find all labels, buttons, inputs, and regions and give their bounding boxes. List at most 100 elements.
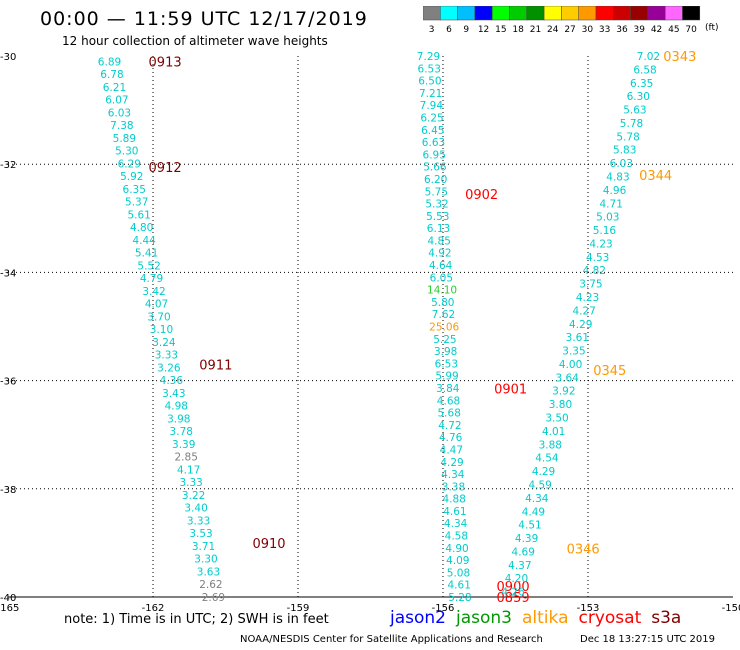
wave-height-value: 3.53 <box>189 528 212 540</box>
page-title: 00:00 — 11:59 UTC 12/17/2019 <box>40 8 368 30</box>
wave-height-value: 14.10 <box>427 285 457 297</box>
wave-height-value: 4.01 <box>542 426 565 438</box>
wave-height-value: 3.42 <box>142 286 165 298</box>
wave-height-value: 4.51 <box>518 520 541 532</box>
colorbar-label: 33 <box>599 25 610 35</box>
pass-time-label: 0345 <box>593 364 626 379</box>
latitude-label: -34 <box>0 268 16 279</box>
wave-height-value: 7.02 <box>637 51 660 63</box>
wave-height-value: 3.40 <box>184 503 207 515</box>
wave-height-value: 25.06 <box>429 322 459 334</box>
pass-time-label: 0901 <box>494 383 527 398</box>
wave-height-value: 2.69 <box>202 592 225 604</box>
wave-height-value: 6.50 <box>418 76 441 88</box>
legend-item-cryosat: cryosat <box>578 608 642 628</box>
colorbar-label: 9 <box>463 25 469 35</box>
wave-height-value: 4.23 <box>589 238 612 250</box>
wave-height-value: 4.83 <box>606 172 629 184</box>
wave-height-value: 3.98 <box>167 413 190 425</box>
wave-height-value: 5.66 <box>423 162 447 174</box>
wave-height-value: 4.88 <box>443 494 466 506</box>
wave-height-value: 4.69 <box>512 546 535 558</box>
wave-height-value: 4.53 <box>586 252 609 264</box>
wave-height-value: 4.71 <box>600 198 623 210</box>
wave-height-value: 4.54 <box>535 453 559 465</box>
wave-height-value: 5.41 <box>135 248 158 260</box>
colorbar-label: 30 <box>582 25 594 35</box>
wave-height-value: 4.61 <box>443 506 466 518</box>
wave-height-value: 5.92 <box>120 171 143 183</box>
wave-height-value: 3.39 <box>172 439 195 451</box>
colorbar-label: 21 <box>530 25 541 35</box>
wave-height-value: 4.64 <box>429 260 453 272</box>
wave-height-value: 4.34 <box>441 469 465 481</box>
wave-height-value: 3.26 <box>157 362 181 374</box>
wave-height-value: 6.07 <box>105 95 128 107</box>
wave-height-value: 3.10 <box>150 324 173 336</box>
colorbar-label: 3 <box>429 25 435 35</box>
latitude-label: -38 <box>0 485 16 496</box>
wave-height-value: 5.63 <box>623 105 646 117</box>
wave-height-value: 3.43 <box>162 388 185 400</box>
wave-height-value: 3.88 <box>539 439 562 451</box>
wave-height-value: 6.45 <box>421 125 444 137</box>
wave-height-value: 4.37 <box>508 560 531 572</box>
wave-height-value: 5.61 <box>127 209 150 221</box>
wave-height-value: 6.03 <box>610 158 633 170</box>
wave-height-value: 4.07 <box>145 299 168 311</box>
wave-height-value: 7.21 <box>419 88 442 100</box>
wave-height-value: 3.30 <box>194 554 217 566</box>
pass-time-label: 0343 <box>663 50 696 65</box>
longitude-label: -153 <box>577 603 600 612</box>
wave-height-value: 3.24 <box>152 337 176 349</box>
longitude-label: -156 <box>432 603 455 612</box>
wave-height-value: 5.08 <box>447 567 470 579</box>
colorbar-label: 42 <box>651 25 662 35</box>
wave-height-value: 4.90 <box>445 543 468 555</box>
page-subtitle: 12 hour collection of altimeter wave hei… <box>62 34 328 48</box>
wave-height-value: 4.44 <box>132 235 156 247</box>
pass-time-label: 0344 <box>639 169 672 184</box>
pass-time-label: 0346 <box>567 542 600 557</box>
wave-height-value: 5.99 <box>435 371 458 383</box>
wave-height-value: 6.13 <box>427 223 450 235</box>
wave-height-value: 3.92 <box>552 386 575 398</box>
wave-height-value: 6.78 <box>100 69 123 81</box>
colorbar-label: 18 <box>512 25 524 35</box>
wave-height-value: 4.27 <box>572 305 595 317</box>
pass-time-label: 0911 <box>199 358 232 373</box>
wave-height-value: 6.20 <box>424 174 447 186</box>
wave-height-value: 5.89 <box>113 133 136 145</box>
colorbar-label: 39 <box>634 25 646 35</box>
wave-height-value: 4.09 <box>446 555 469 567</box>
latitude-label: -36 <box>0 377 16 388</box>
wave-height-value: 6.35 <box>123 184 146 196</box>
colorbar-label: 36 <box>616 25 628 35</box>
wave-height-value: 4.49 <box>522 506 545 518</box>
longitude-label: -165 <box>0 603 19 612</box>
color-scale-unit: (ft) <box>705 23 719 33</box>
wave-height-value: 6.03 <box>108 107 131 119</box>
wave-height-value: 4.17 <box>177 464 200 476</box>
wave-height-value: 7.38 <box>110 120 133 132</box>
wave-height-value: 3.75 <box>579 279 602 291</box>
wave-height-value: 4.76 <box>439 432 463 444</box>
wave-height-value: 3.33 <box>155 350 178 362</box>
wave-height-value: 5.32 <box>425 199 448 211</box>
wave-height-value: 5.78 <box>620 118 643 130</box>
wave-height-value: 7.29 <box>417 51 440 63</box>
wave-height-value: 5.75 <box>425 186 448 198</box>
credit-line: NOAA/NESDIS Center for Satellite Applica… <box>240 634 543 645</box>
wave-height-value: 3.63 <box>197 566 220 578</box>
wave-height-value: 5.28 <box>448 592 471 604</box>
wave-height-value: 4.23 <box>576 292 599 304</box>
wave-height-value: 6.63 <box>422 137 445 149</box>
wave-height-value: 4.39 <box>515 533 538 545</box>
wave-height-value: 3.70 <box>147 311 170 323</box>
wave-height-value: 5.83 <box>613 145 636 157</box>
colorbar-label: 24 <box>547 25 559 35</box>
wave-height-value: 4.00 <box>559 359 582 371</box>
pass-time-label: 0902 <box>465 188 498 203</box>
wave-height-value: 4.82 <box>583 265 606 277</box>
wave-height-value: 6.89 <box>98 56 121 68</box>
